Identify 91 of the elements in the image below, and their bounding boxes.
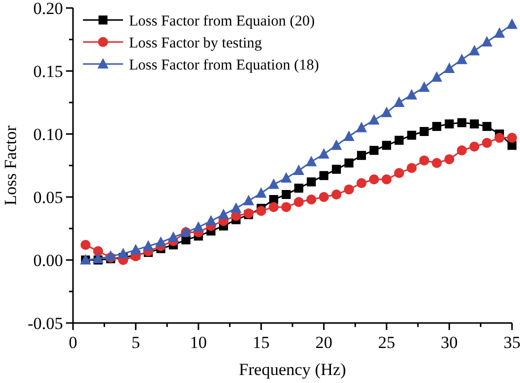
point [431, 71, 442, 82]
legend-label: Loss Factor by testing [129, 35, 262, 52]
point [293, 164, 304, 176]
x-tick-label: 20 [315, 333, 332, 352]
point [92, 252, 104, 264]
y-tick-label: -0.05 [28, 314, 63, 333]
point [118, 248, 129, 258]
point [319, 171, 328, 180]
point [468, 44, 480, 56]
point [256, 187, 267, 198]
x-tick-label: 35 [504, 333, 520, 352]
point [482, 122, 492, 131]
point [230, 202, 242, 213]
point [306, 177, 316, 186]
point [281, 202, 292, 212]
point [370, 146, 379, 155]
point [332, 164, 341, 174]
legend-label: Loss Factor from Equaion (20) [129, 13, 315, 30]
y-tick-label: 0.20 [33, 0, 63, 18]
point [457, 118, 466, 128]
point [218, 208, 230, 220]
y-tick-label: 0.15 [33, 62, 63, 81]
point [444, 62, 455, 73]
point [456, 145, 467, 156]
point [294, 197, 304, 208]
point [369, 174, 380, 184]
point [256, 206, 266, 216]
point [142, 240, 154, 251]
point [80, 240, 91, 250]
point [432, 122, 442, 131]
point [381, 106, 392, 118]
point [268, 178, 280, 189]
x-tick-label: 15 [252, 333, 270, 352]
point [394, 96, 405, 107]
point [406, 163, 417, 174]
y-axis-title: Loss Factor [1, 125, 20, 206]
point [494, 27, 505, 38]
point [344, 184, 354, 194]
point [344, 158, 354, 168]
point [418, 81, 430, 92]
point [470, 119, 479, 128]
point [243, 194, 254, 206]
x-tick-label: 30 [440, 333, 458, 352]
point [444, 119, 454, 128]
point [506, 18, 518, 29]
point [368, 114, 380, 125]
point [394, 136, 404, 145]
point [507, 132, 517, 143]
x-axis-title: Frequency (Hz) [238, 360, 346, 379]
point [93, 246, 104, 256]
point [407, 130, 416, 140]
point [356, 178, 366, 188]
x-tick-label: 0 [68, 333, 78, 352]
y-tick-label: 0.00 [33, 250, 63, 270]
point [130, 244, 142, 254]
point [343, 130, 354, 142]
point [205, 214, 216, 226]
point [168, 231, 179, 242]
point [155, 236, 166, 247]
point [394, 168, 404, 178]
point [331, 189, 342, 200]
point [382, 174, 392, 184]
x-tick-label: 5 [131, 333, 140, 352]
point [419, 155, 430, 166]
point [294, 184, 304, 193]
point [356, 150, 366, 160]
point [306, 194, 316, 205]
point [280, 172, 292, 183]
y-tick-label: 0.05 [33, 188, 63, 207]
point [330, 139, 342, 150]
y-tick-label: 0.10 [33, 124, 63, 144]
point [482, 138, 492, 148]
point [382, 140, 392, 150]
point [268, 202, 279, 212]
point [494, 132, 504, 143]
point [306, 156, 317, 166]
x-tick-label: 10 [190, 333, 207, 352]
point [456, 54, 468, 64]
point [356, 122, 367, 132]
legend-label: Loss Factor from Equation (18) [129, 57, 319, 74]
point [481, 36, 492, 47]
point [192, 221, 204, 232]
point [406, 88, 418, 100]
point [420, 126, 429, 136]
x-tick-label: 25 [378, 333, 396, 352]
point [318, 192, 329, 202]
point [444, 154, 454, 164]
point [282, 190, 291, 199]
point [432, 158, 442, 168]
point [318, 148, 330, 159]
point [469, 142, 480, 152]
